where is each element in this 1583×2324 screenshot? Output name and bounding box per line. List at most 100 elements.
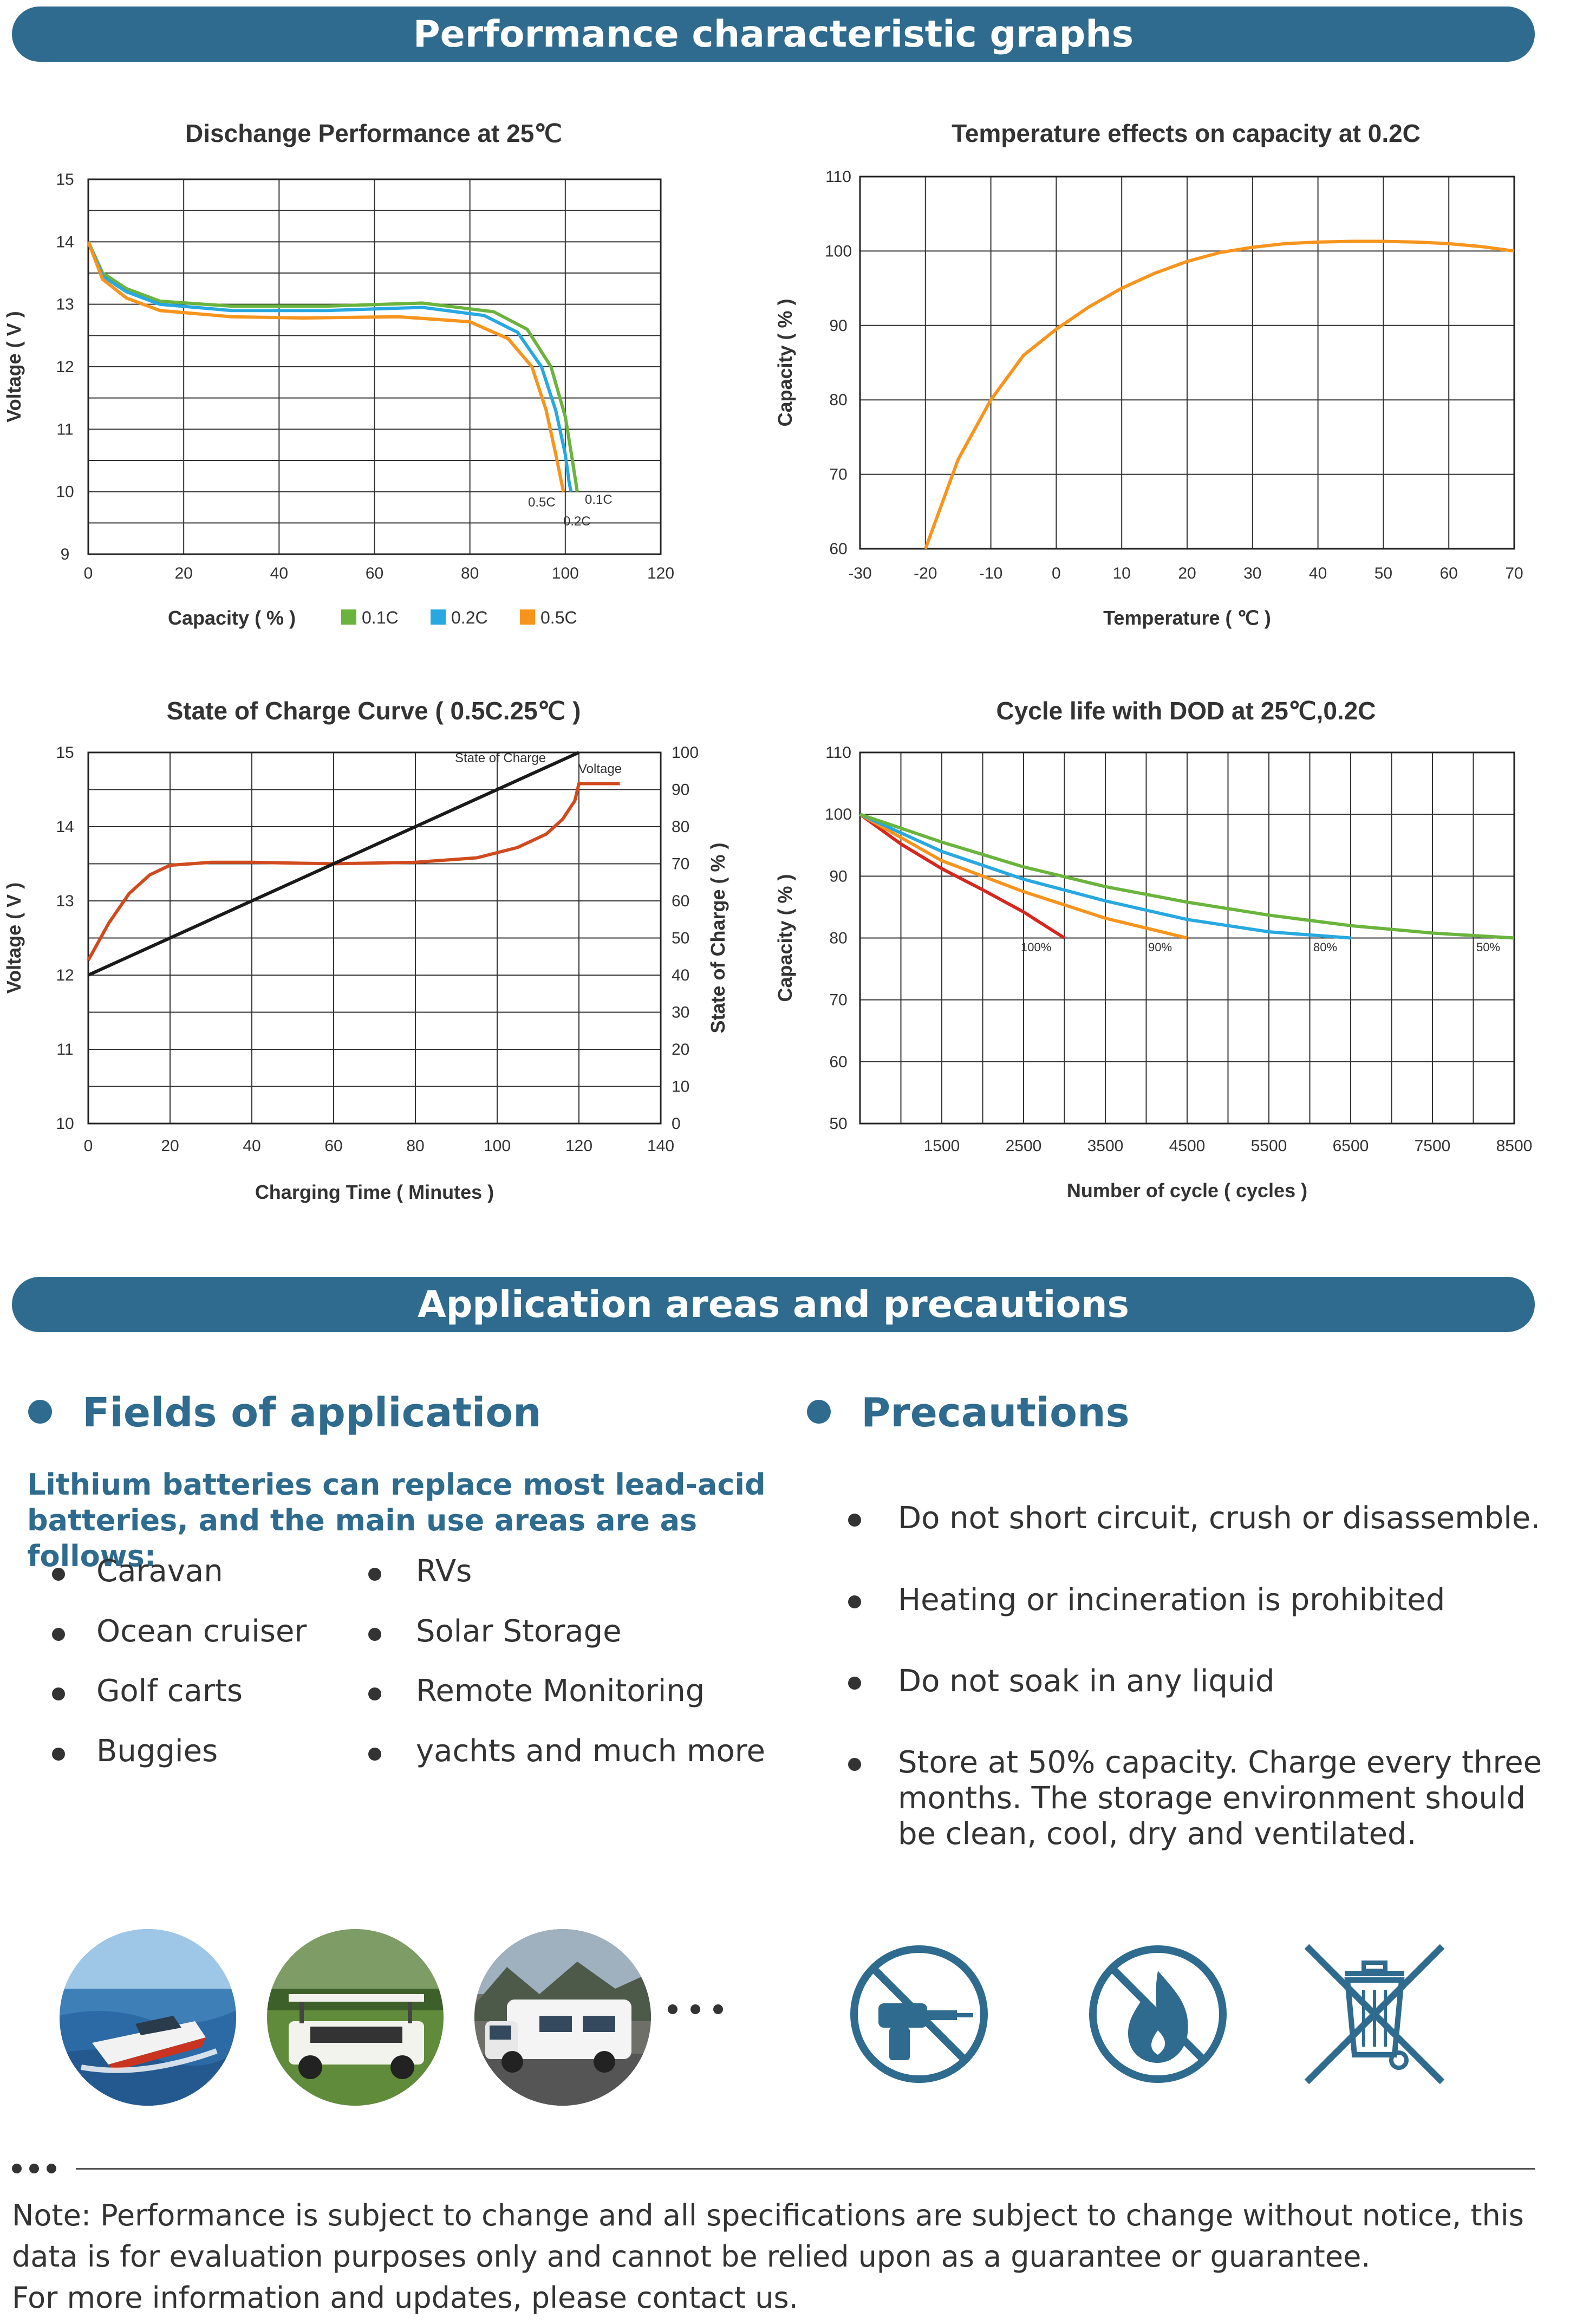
series-line [859,813,1351,940]
y-tick-label: 10 [56,1115,74,1133]
y-tick-label: 60 [829,1053,847,1071]
series-line [87,241,579,492]
x-tick-label: 20 [174,564,192,582]
x-tick-label: 0 [84,564,93,582]
x-tick-label: 70 [1505,564,1523,582]
legend-label: 0.1C [362,608,399,627]
bullet-dot-icon [28,1400,52,1424]
x-tick-label: 60 [366,564,383,582]
y2-tick-label: 90 [672,781,689,799]
precaution-item: Do not short circuit, crush or disassemb… [848,1501,1564,1536]
y2-tick-label: 20 [672,1041,689,1059]
y-tick-label: 13 [56,892,74,910]
footer-dots [12,2164,64,2176]
x-tick-label: 20 [161,1137,179,1155]
golf-cart-photo [267,1929,444,2106]
y2-tick-label: 10 [672,1078,689,1096]
x-tick-label: -20 [914,564,937,582]
legend-label: 0.5C [540,608,577,627]
data-label: 0.1C [585,492,613,507]
data-label: 0.2C [563,514,591,529]
x-tick-label: 100 [552,564,579,582]
field-item: Remote Monitoring [368,1673,705,1709]
y-tick-label: 70 [829,466,847,484]
y-tick-label: 12 [56,966,74,984]
precautions-heading-text: Precautions [861,1390,1130,1436]
series-line [87,751,580,977]
y-axis-label: Voltage ( V ) [3,311,25,422]
x-axis-label: Number of cycle ( cycles ) [1067,1179,1307,1202]
x-tick-label: 40 [1309,564,1327,582]
y-tick-label: 11 [56,1041,73,1059]
x-tick-label: 1500 [924,1137,960,1155]
y-tick-label: 70 [829,991,847,1009]
note-line: data is for evaluation purposes only and… [12,2239,1371,2274]
y-tick-label: 110 [825,744,851,762]
y-tick-label: 14 [56,233,74,251]
footer-divider [76,2168,1535,2170]
data-label: 0.5C [528,495,556,510]
x-tick-label: -10 [979,564,1002,582]
y-tick-label: 15 [56,744,74,762]
fields-heading-text: Fields of application [82,1390,542,1436]
field-item: RVs [368,1554,472,1589]
application-section-banner: Application areas and precautions [12,1277,1535,1332]
data-label: 80% [1313,940,1337,954]
chart-title: Cycle life with DOD at 25℃,0.2C [996,697,1376,725]
series-line [859,813,1066,940]
x-tick-label: 0 [84,1137,93,1155]
no-disassemble-icon [850,1945,988,2083]
x-tick-label: 60 [324,1137,342,1155]
field-item: Golf carts [52,1673,243,1709]
y2-axis-label: State of Charge ( % ) [707,842,729,1033]
precaution-item: Do not soak in any liquid [848,1664,1564,1699]
series-line [87,241,565,492]
fields-heading: Fields of application [28,1390,542,1436]
y-tick-label: 110 [825,168,851,186]
x-tick-label: 40 [270,564,288,582]
chart-title: Dischange Performance at 25℃ [185,119,562,147]
more-ellipsis [668,2004,736,2017]
note-line: Note: Performance is subject to change a… [12,2198,1524,2232]
y2-tick-label: 30 [672,1004,689,1022]
application-section-title: Application areas and precautions [418,1283,1129,1326]
chart-title: State of Charge Curve ( 0.5C.25℃ ) [167,697,581,725]
y-tick-label: 50 [829,1115,847,1133]
plot-frame [87,178,662,555]
y2-tick-label: 50 [672,930,689,947]
data-label: Voltage [578,762,622,776]
x-tick-label: 40 [243,1137,260,1155]
y2-tick-label: 40 [672,966,689,984]
y-tick-label: 80 [829,930,847,947]
x-tick-label: 80 [461,564,479,582]
field-item: Ocean cruiser [52,1614,307,1649]
y2-tick-label: 100 [672,744,699,762]
y-tick-label: 80 [829,391,847,409]
y2-tick-label: 70 [672,855,689,873]
data-label: 100% [1021,940,1051,954]
precaution-item: Store at 50% capacity. Charge every thre… [848,1745,1564,1852]
boat-photo [60,1929,236,2106]
x-tick-label: 80 [406,1137,424,1155]
x-tick-label: 60 [1440,564,1458,582]
x-tick-label: 8500 [1496,1137,1533,1155]
series-line [859,813,1515,940]
y-tick-label: 13 [56,296,74,314]
x-axis-label: Charging Time ( Minutes ) [255,1181,494,1203]
series-line [87,241,573,492]
y-axis-label: Capacity ( % ) [774,874,796,1002]
legend-swatch [341,609,356,625]
x-tick-label: 5500 [1251,1137,1287,1155]
y-tick-label: 12 [56,358,74,376]
y-tick-label: 100 [825,242,852,260]
x-axis-label: Capacity ( % ) [168,607,296,629]
graphs-section-title: Performance characteristic graphs [413,12,1134,56]
footer-note: Note: Performance is subject to change a… [12,2195,1566,2319]
x-tick-label: 0 [1052,564,1061,582]
y-tick-label: 90 [829,867,847,885]
series-line [859,813,1188,940]
y-axis-label: Capacity ( % ) [774,298,796,426]
y-tick-label: 15 [56,171,74,189]
field-item: yachts and much more [368,1734,765,1769]
y2-tick-label: 0 [672,1115,681,1133]
